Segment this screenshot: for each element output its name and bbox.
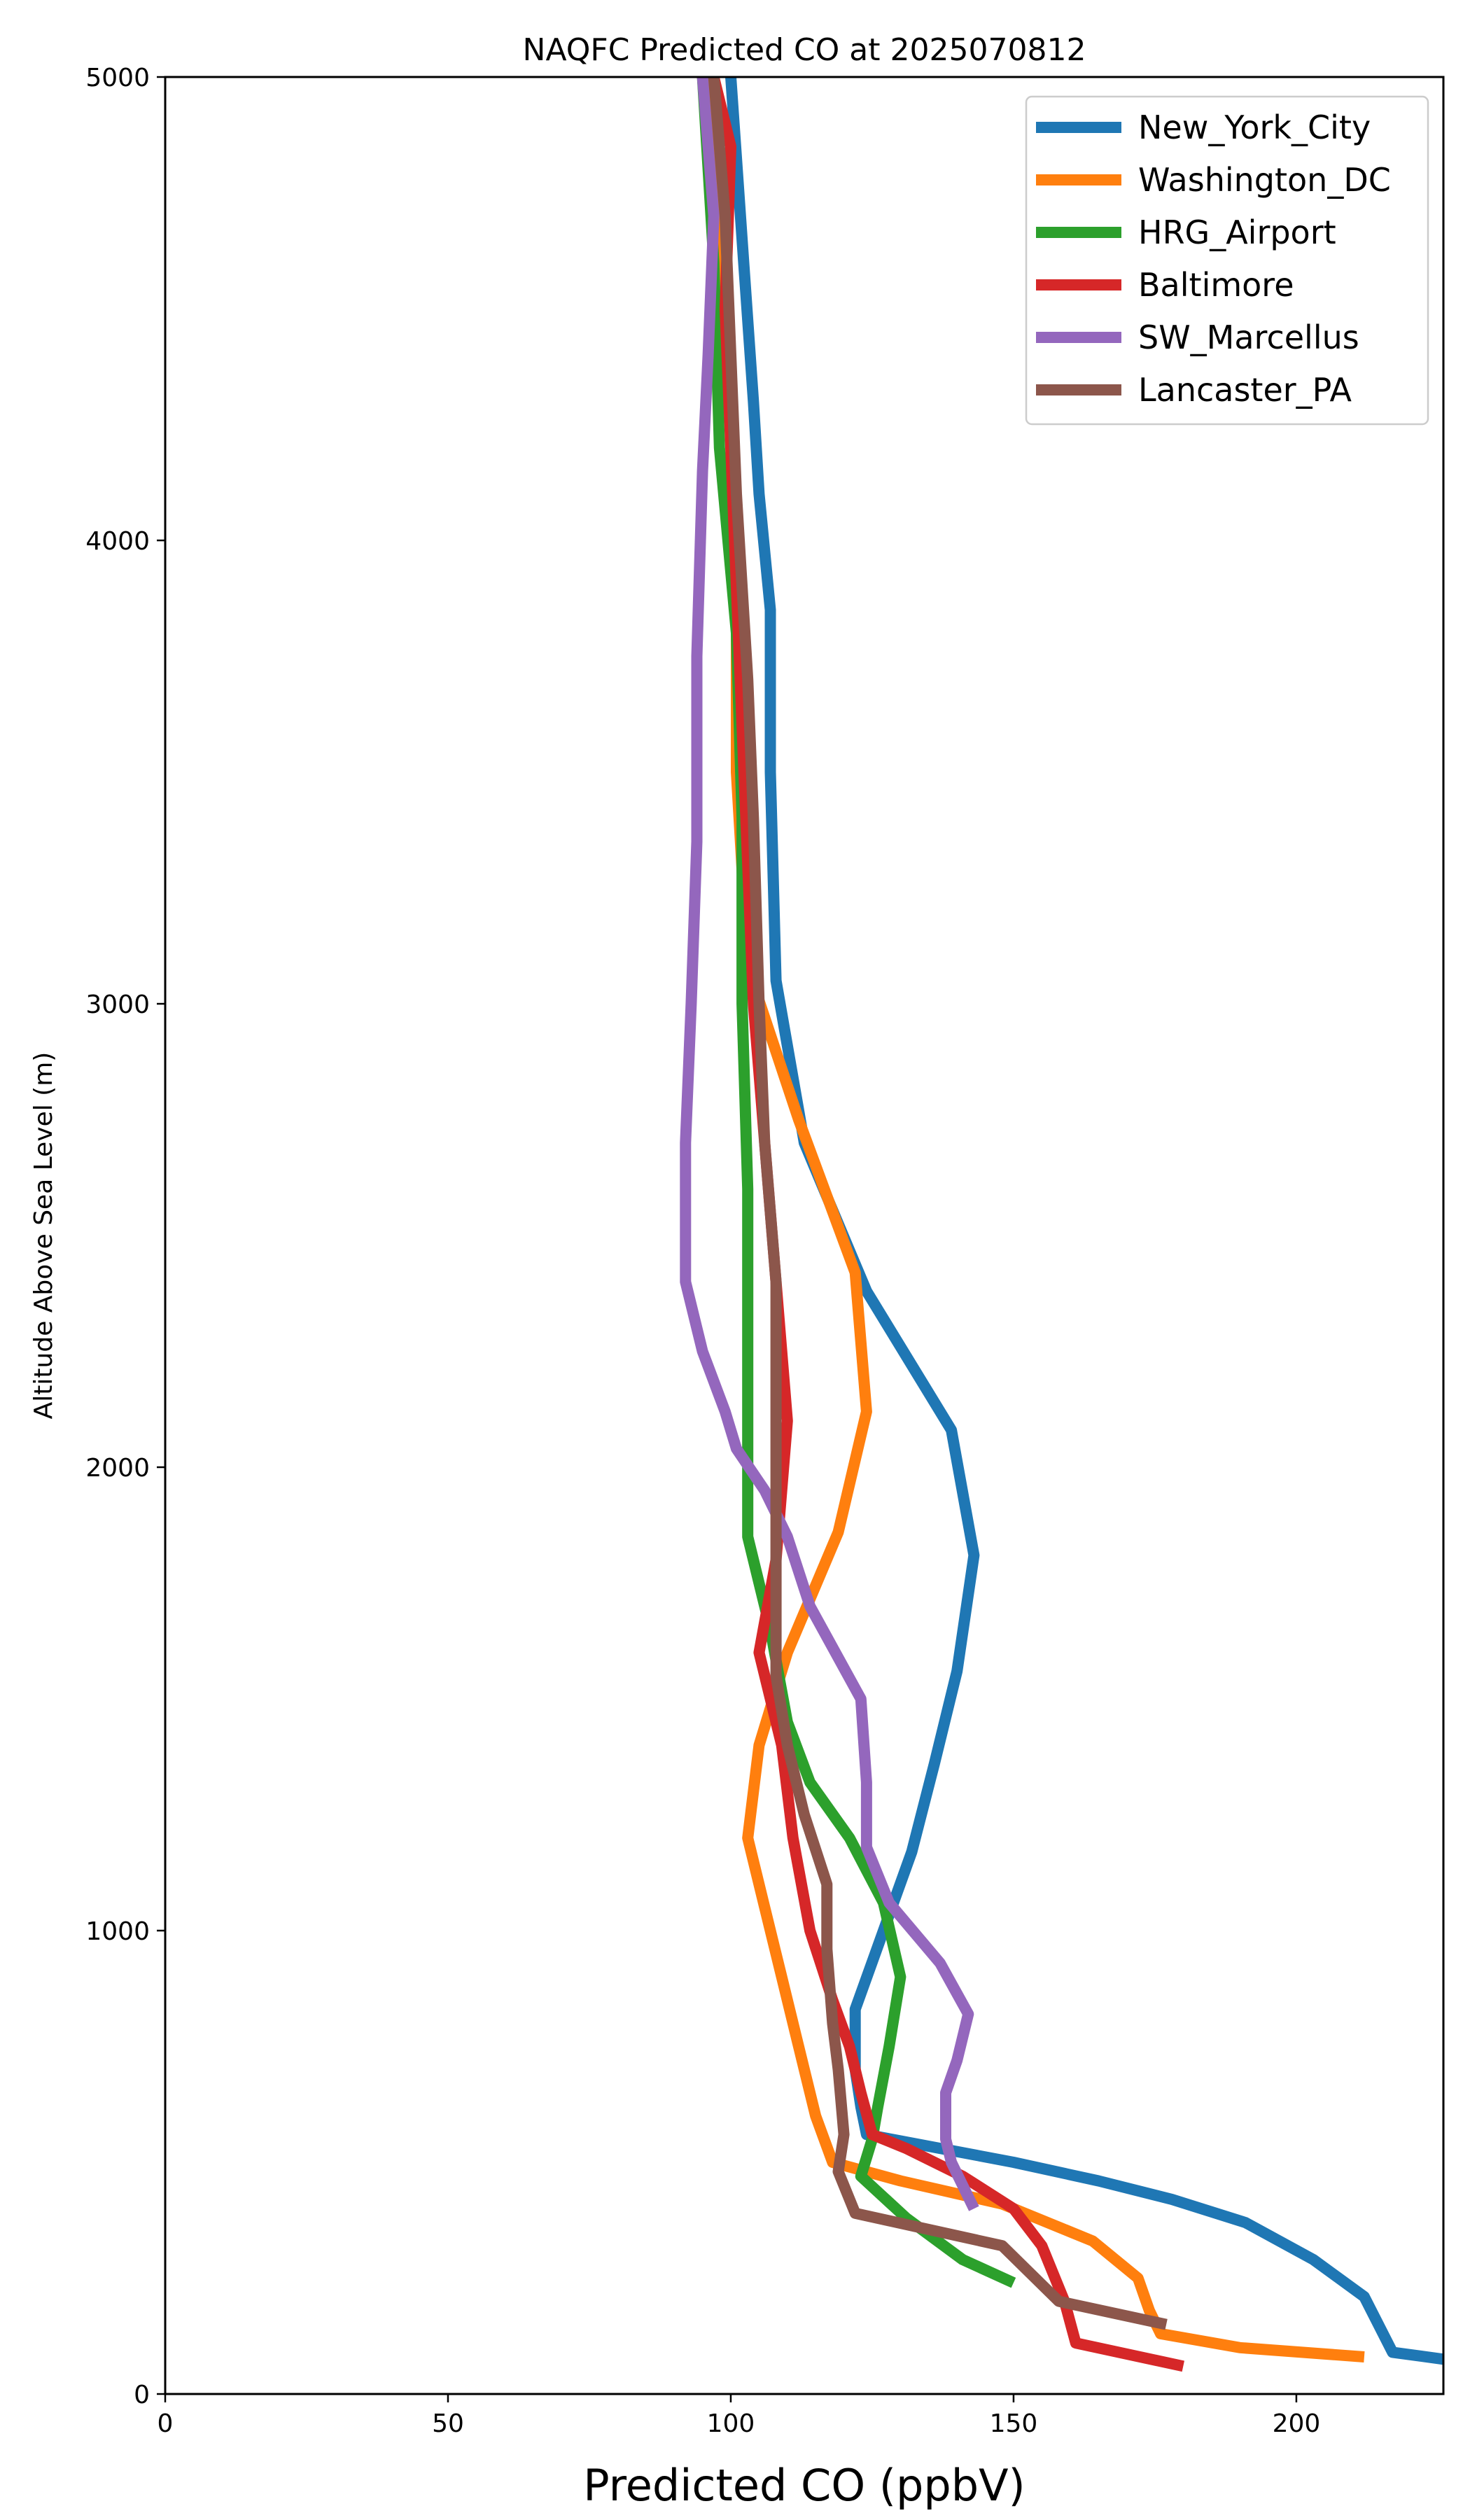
x-tick-label: 150 <box>990 2409 1038 2438</box>
legend-label: HRG_Airport <box>1138 214 1336 251</box>
y-tick-label: 3000 <box>85 990 150 1019</box>
chart-title: NAQFC Predicted CO at 2025070812 <box>523 32 1086 68</box>
y-tick-label: 1000 <box>85 1917 150 1946</box>
x-tick-label: 0 <box>158 2409 174 2438</box>
y-tick-label: 5000 <box>85 64 150 92</box>
x-tick-label: 50 <box>432 2409 464 2438</box>
x-axis: 0 50 100 150 200 <box>158 2394 1321 2438</box>
x-axis-label: Predicted CO (ppbV) <box>583 2460 1025 2511</box>
plot-frame <box>164 76 1445 2395</box>
legend-box <box>1025 95 1429 426</box>
legend: New_York_City Washington_DC HRG_Airport Bal… <box>1025 95 1429 426</box>
y-axis: 0 1000 2000 3000 4000 5000 <box>85 64 165 2409</box>
y-tick-label: 0 <box>134 2381 150 2409</box>
x-tick-label: 100 <box>707 2409 755 2438</box>
series-layer <box>680 77 1443 2372</box>
legend-label: Washington_DC <box>1138 161 1391 199</box>
legend-label: Lancaster_PA <box>1138 371 1352 409</box>
y-tick-label: 2000 <box>85 1454 150 1483</box>
legend-label: New_York_City <box>1138 108 1371 146</box>
y-axis-label: Altitude Above Sea Level (m) <box>29 1052 58 1420</box>
y-tick-label: 4000 <box>85 527 150 556</box>
legend-label: Baltimore <box>1138 266 1294 304</box>
series-line-new-york-city <box>725 77 1443 2365</box>
series-line-lancaster-pa <box>708 77 1168 2330</box>
legend-label: SW_Marcellus <box>1138 318 1359 356</box>
x-tick-label: 200 <box>1273 2409 1321 2438</box>
